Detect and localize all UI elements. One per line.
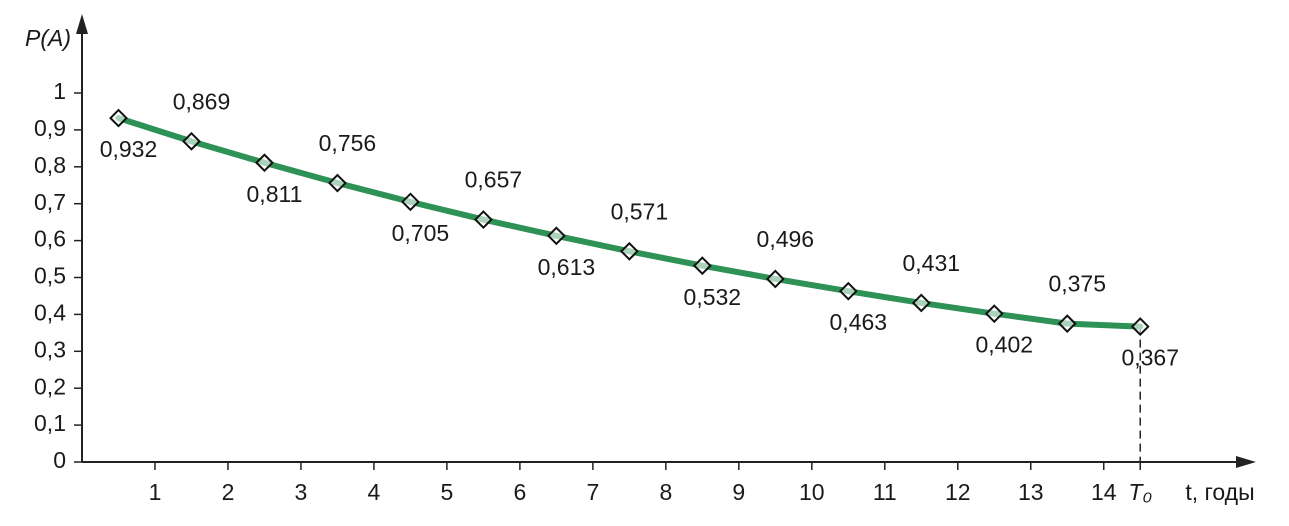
y-axis-label: P(A) bbox=[25, 25, 71, 51]
data-label: 0,571 bbox=[611, 198, 669, 224]
x-tick-label: 8 bbox=[659, 479, 672, 505]
marker bbox=[619, 241, 639, 261]
data-label: 0,869 bbox=[173, 88, 231, 114]
x-tick-label: 4 bbox=[368, 479, 381, 505]
x-tick-label: T₀ bbox=[1128, 479, 1152, 505]
x-tick-label: 7 bbox=[586, 479, 599, 505]
data-label: 0,705 bbox=[392, 220, 450, 246]
y-tick-label: 0,6 bbox=[34, 226, 66, 252]
y-tick-label: 0,2 bbox=[34, 373, 66, 399]
x-tick-label: 10 bbox=[799, 479, 825, 505]
x-tick-label: 2 bbox=[222, 479, 235, 505]
y-tick-label: 0,7 bbox=[34, 189, 66, 215]
marker bbox=[765, 269, 785, 289]
marker bbox=[546, 226, 566, 246]
y-tick-label: 0,8 bbox=[34, 152, 66, 178]
marker bbox=[984, 304, 1004, 324]
x-tick-label: 3 bbox=[295, 479, 308, 505]
y-tick-label: 0 bbox=[53, 447, 66, 473]
x-axis-label: t, годы bbox=[1185, 479, 1254, 505]
marker bbox=[182, 131, 201, 151]
data-label: 0,431 bbox=[903, 250, 961, 276]
data-label: 0,532 bbox=[684, 284, 742, 310]
y-tick-label: 1 bbox=[53, 78, 66, 104]
marker bbox=[692, 256, 712, 276]
data-label: 0,613 bbox=[538, 254, 596, 280]
marker bbox=[911, 293, 931, 313]
x-tick-label: 11 bbox=[873, 479, 897, 505]
y-tick-label: 0,4 bbox=[34, 299, 66, 325]
data-label: 0,932 bbox=[100, 136, 158, 162]
marker bbox=[328, 173, 347, 193]
data-label: 0,375 bbox=[1048, 271, 1106, 297]
marker bbox=[473, 210, 493, 229]
marker bbox=[255, 153, 274, 173]
data-label: 0,402 bbox=[975, 332, 1033, 358]
marker bbox=[109, 108, 128, 128]
marker bbox=[1057, 314, 1077, 334]
x-tick-label: 5 bbox=[441, 479, 454, 505]
y-tick-label: 0,5 bbox=[34, 263, 66, 289]
data-label: 0,463 bbox=[830, 309, 888, 335]
marker bbox=[838, 281, 858, 301]
data-label: 0,367 bbox=[1121, 345, 1179, 371]
x-tick-label: 13 bbox=[1018, 479, 1044, 505]
y-tick-label: 0,3 bbox=[34, 336, 66, 362]
data-label: 0,811 bbox=[247, 181, 303, 207]
y-axis-arrow bbox=[76, 14, 88, 34]
x-tick-label: 6 bbox=[513, 479, 526, 505]
y-tick-label: 0,1 bbox=[34, 410, 66, 436]
data-label: 0,756 bbox=[319, 130, 377, 156]
x-tick-label: 1 bbox=[149, 479, 162, 505]
x-tick-label: 14 bbox=[1091, 479, 1117, 505]
x-tick-label: 12 bbox=[945, 479, 971, 505]
x-tick-label: 9 bbox=[732, 479, 745, 505]
marker bbox=[1130, 317, 1150, 336]
marker bbox=[401, 192, 420, 212]
data-label: 0,496 bbox=[757, 226, 815, 252]
data-label: 0,657 bbox=[465, 167, 523, 193]
y-tick-label: 0,9 bbox=[34, 115, 66, 141]
x-axis-arrow bbox=[1236, 456, 1256, 468]
